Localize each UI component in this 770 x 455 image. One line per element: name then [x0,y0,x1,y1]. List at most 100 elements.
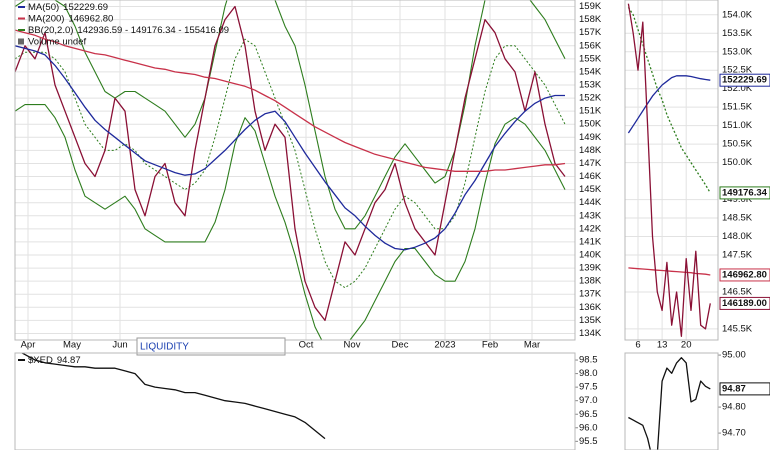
plot-area [20,353,326,440]
y-tick-label: 147K [579,158,602,169]
y-tick-label: 146K [579,171,602,182]
y-tick-label: 148K [579,145,602,156]
y-tick-label: 155K [579,53,602,64]
y-tick-label: 98.0 [579,368,598,379]
x-tick-label: Jun [112,340,127,351]
y-tick-label: 150K [579,119,602,130]
y-tick-label: 157K [579,27,602,38]
x-tick-label: Nov [344,340,361,351]
legend-entry: MA(200) 146962.80 [28,13,113,24]
legend-value: 94.87 [57,355,81,366]
x-tick-label: Feb [482,340,498,351]
series-line [627,75,711,134]
y-tick-label: 152.5K [722,65,753,76]
legend-entry: $XED 94.87 [28,355,81,366]
series-line [627,7,711,194]
y-tick-label: 134K [579,328,602,339]
last-value-box [719,186,770,200]
y-tick-label: 153.5K [722,28,753,39]
x-tick-label: Mar [524,340,540,351]
y-tick-label: 94.80 [722,402,746,413]
last-value-label: 152229.69 [722,75,767,86]
y-tick-label: 148.5K [722,213,753,224]
y-tick-label: 145.5K [722,323,753,334]
y-tick-label: 97.5 [579,382,598,393]
legend-name: BB(20,2.0) [28,25,73,36]
last-value-box [719,73,770,87]
x-tick-label: May [63,340,81,351]
y-tick-label: 140K [579,250,602,261]
y-tick-label: 153K [579,80,602,91]
series-line [15,5,566,322]
x-tick-label: Apr [21,340,36,351]
y-tick-label: 143K [579,210,602,221]
x-tick-label: 6 [635,340,640,351]
x-tick-label: Oct [299,340,314,351]
bollinger-middle [15,38,566,289]
legend-value: 142936.59 - 149176.34 - 155416.09 [77,25,229,36]
annotation-box [136,337,286,356]
y-tick-label: 136K [579,302,602,313]
y-tick-label: 152K [579,93,602,104]
bollinger-upper [15,0,566,230]
plot-area [628,357,711,450]
y-tick-label: 97.0 [579,395,598,406]
x-tick-label: Dec [392,340,409,351]
y-tick-label: 154.0K [722,9,753,20]
legend-entry: Volume undef [28,36,86,47]
legend-name: MA(200) [28,13,64,24]
y-tick-label: 148.0K [722,231,753,242]
legend-name: $XED [28,355,53,366]
y-tick-label: 151K [579,106,602,117]
panel-frame [624,0,719,341]
series-line [15,29,566,172]
y-tick-label: 151.5K [722,102,753,113]
series-line [20,353,326,440]
panel-frame [14,0,576,341]
y-tick-label: 96.5 [579,409,598,420]
y-tick-label: 154K [579,66,602,77]
series-line [15,45,565,251]
x-tick-label: 13 [657,340,668,351]
legend-value: 152229.69 [63,2,108,13]
last-value-label: 94.87 [722,383,746,394]
x-tick-label: 2023 [434,340,455,351]
y-tick-label: 149.0K [722,194,753,205]
legend-entry: BB(20,2.0) 142936.59 - 149176.34 - 155416… [28,25,229,36]
plot-area [625,0,718,340]
last-value-box [719,382,770,396]
bollinger-lower [15,104,566,340]
y-tick-label: 95.00 [722,350,746,361]
y-tick-label: 147.5K [722,250,753,261]
y-tick-label: 146.5K [722,286,753,297]
last-value-label: 146189.00 [722,298,767,309]
series-line [627,3,711,337]
y-tick-label: 156K [579,40,602,51]
y-tick-label: 152.0K [722,83,753,94]
legend-name: MA(50) [28,2,59,13]
series-line [628,357,711,450]
y-tick-label: 150.0K [722,157,753,168]
y-tick-label: 137K [579,289,602,300]
last-value-label: 149176.34 [722,187,768,198]
y-tick-label: 135K [579,315,602,326]
y-tick-label: 142K [579,223,602,234]
y-tick-label: 96.0 [579,422,598,433]
last-value-box [719,296,770,310]
y-tick-label: 153.0K [722,46,753,57]
y-tick-label: 150.5K [722,139,753,150]
legend-name: Volume undef [28,36,86,47]
legend-value: 146962.80 [68,13,113,24]
y-tick-label: 145K [579,184,602,195]
y-tick-label: 149K [579,132,602,143]
annotation-text: LIQUIDITY [140,342,189,353]
last-value-label: 146962.80 [722,269,767,280]
y-tick-label: 158K [579,14,602,25]
x-tick-label: 20 [681,340,692,351]
plot-area [15,0,575,340]
series-line [628,267,711,276]
last-value-box [719,268,770,282]
y-tick-label: 141K [579,236,602,247]
y-tick-label: 159K [579,1,602,12]
